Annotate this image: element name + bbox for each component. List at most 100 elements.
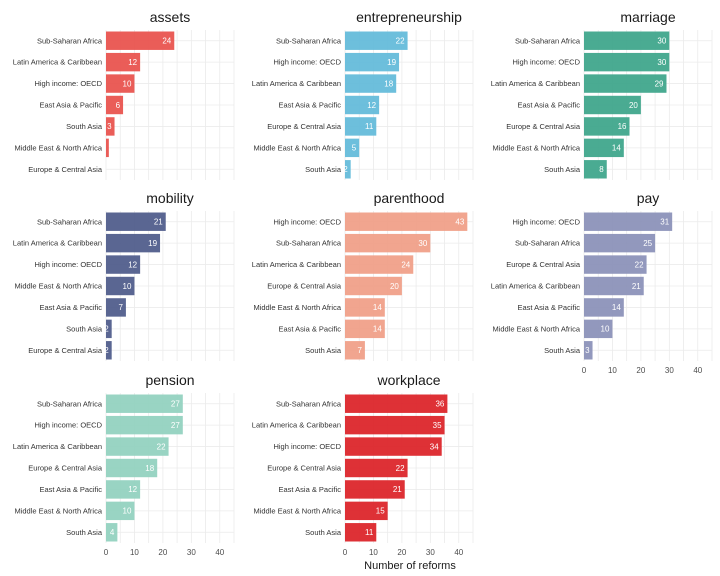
x-tick-label: 0: [582, 366, 587, 375]
bar: [106, 276, 135, 296]
bar: [106, 52, 141, 72]
category-label: High income: OECD: [273, 217, 341, 226]
panel-mobility: mobility Sub-Saharan Africa 21 Latin Americ…: [13, 190, 235, 361]
bar-value-label: 29: [655, 79, 664, 88]
bar-value-label: 35: [433, 421, 442, 430]
panel-title: parenthood: [374, 190, 445, 206]
bar: [584, 74, 667, 93]
bar: [106, 458, 158, 478]
bar-value-label: 30: [657, 58, 666, 67]
x-axis-label: Number of reforms: [364, 560, 456, 572]
panel-workplace: workplace Sub-Saharan Africa 36 Latin Ameri…: [252, 372, 474, 557]
category-label: Europe & Central Asia: [28, 165, 103, 174]
category-label: Latin America & Caribbean: [252, 260, 341, 269]
bar: [584, 138, 624, 158]
bar: [345, 458, 408, 478]
category-label: South Asia: [66, 122, 103, 131]
bar: [345, 319, 385, 339]
bar: [345, 437, 442, 456]
panel-assets: assets Sub-Saharan Africa 24 Latin America …: [13, 9, 235, 180]
bar-value-label: 36: [435, 400, 444, 409]
category-label: East Asia & Pacific: [278, 485, 341, 494]
category-label: Europe & Central Asia: [267, 282, 342, 291]
bar: [345, 255, 414, 274]
x-tick-label: 20: [158, 548, 167, 557]
category-label: Middle East & North Africa: [492, 143, 580, 152]
panel-title: entrepreneurship: [356, 9, 462, 25]
panel-title: assets: [150, 9, 190, 25]
bar: [584, 233, 656, 253]
x-tick-label: 0: [104, 548, 109, 557]
category-label: Latin America & Caribbean: [491, 282, 580, 291]
category-label: East Asia & Pacific: [517, 303, 580, 312]
category-label: South Asia: [305, 165, 342, 174]
bar-value-label: 3: [585, 346, 590, 355]
bar: [106, 31, 175, 50]
bar-value-label: 22: [157, 442, 166, 451]
bar: [584, 212, 673, 231]
category-label: South Asia: [305, 528, 342, 537]
bar: [106, 437, 169, 456]
bar: [584, 298, 624, 317]
bar: [345, 394, 448, 413]
panel-parenthood: parenthood High income: OECD 43 Sub-Saharan…: [252, 190, 474, 361]
category-label: High income: OECD: [34, 260, 102, 269]
bar-value-label: 3: [107, 122, 112, 131]
bar: [345, 31, 408, 50]
bar-value-label: 2: [343, 165, 348, 174]
category-label: Middle East & North Africa: [14, 282, 102, 291]
bar: [345, 74, 397, 93]
x-tick-label: 30: [665, 366, 674, 375]
x-tick-label: 10: [369, 548, 378, 557]
x-tick-label: 0: [343, 548, 348, 557]
bar-value-label: 14: [612, 144, 621, 153]
bar-value-label: 8: [599, 165, 604, 174]
bar: [584, 160, 607, 179]
panel-title: marriage: [620, 9, 675, 25]
bar-value-label: 27: [171, 421, 180, 430]
bar-value-label: 24: [162, 37, 171, 46]
bar: [345, 138, 360, 158]
bar-value-label: 25: [643, 239, 652, 248]
panel-title: pension: [145, 372, 194, 388]
bar-value-label: 12: [128, 58, 137, 67]
bar: [106, 394, 183, 413]
bar: [106, 415, 183, 435]
x-tick-label: 10: [130, 548, 139, 557]
panel-marriage: marriage Sub-Saharan Africa 30 High income:…: [491, 9, 713, 180]
bar: [584, 117, 630, 136]
bar: [106, 501, 135, 521]
bar: [584, 95, 641, 115]
category-label: South Asia: [66, 528, 103, 537]
panel-entrepreneurship: entrepreneurship Sub-Saharan Africa 22 High…: [252, 9, 474, 180]
bar-value-label: 22: [396, 464, 405, 473]
x-tick-label: 40: [693, 366, 702, 375]
category-label: South Asia: [305, 346, 342, 355]
bar: [345, 523, 377, 542]
category-label: Middle East & North Africa: [14, 506, 102, 515]
category-label: Sub-Saharan Africa: [276, 399, 342, 408]
category-label: High income: OECD: [512, 217, 580, 226]
bar: [106, 212, 166, 231]
category-label: Sub-Saharan Africa: [37, 36, 103, 45]
category-label: Latin America & Caribbean: [252, 421, 341, 430]
category-label: Sub-Saharan Africa: [37, 399, 103, 408]
bar: [106, 74, 135, 93]
bar-value-label: 21: [632, 282, 641, 291]
category-label: Europe & Central Asia: [267, 464, 342, 473]
category-label: East Asia & Pacific: [39, 101, 102, 110]
panel-title: mobility: [146, 190, 193, 206]
category-label: Sub-Saharan Africa: [276, 239, 342, 248]
category-label: Middle East & North Africa: [14, 143, 102, 152]
bar-value-label: 12: [367, 101, 376, 110]
category-label: Middle East & North Africa: [253, 506, 341, 515]
bar-value-label: 43: [455, 218, 464, 227]
bar: [345, 233, 431, 253]
bar: [106, 255, 141, 274]
category-label: Latin America & Caribbean: [491, 79, 580, 88]
bar: [106, 523, 118, 542]
bar: [345, 276, 402, 296]
bar: [584, 341, 593, 360]
bar: [345, 415, 445, 435]
